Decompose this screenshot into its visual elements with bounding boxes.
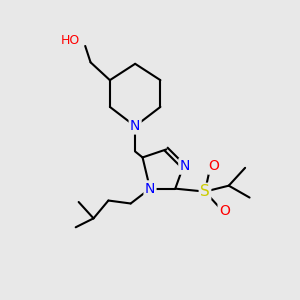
Text: HO: HO bbox=[61, 34, 80, 47]
Text: N: N bbox=[145, 182, 155, 196]
Text: O: O bbox=[208, 159, 219, 173]
Text: S: S bbox=[200, 184, 210, 199]
Text: O: O bbox=[219, 204, 230, 218]
Text: N: N bbox=[130, 119, 140, 133]
Text: N: N bbox=[180, 159, 190, 173]
